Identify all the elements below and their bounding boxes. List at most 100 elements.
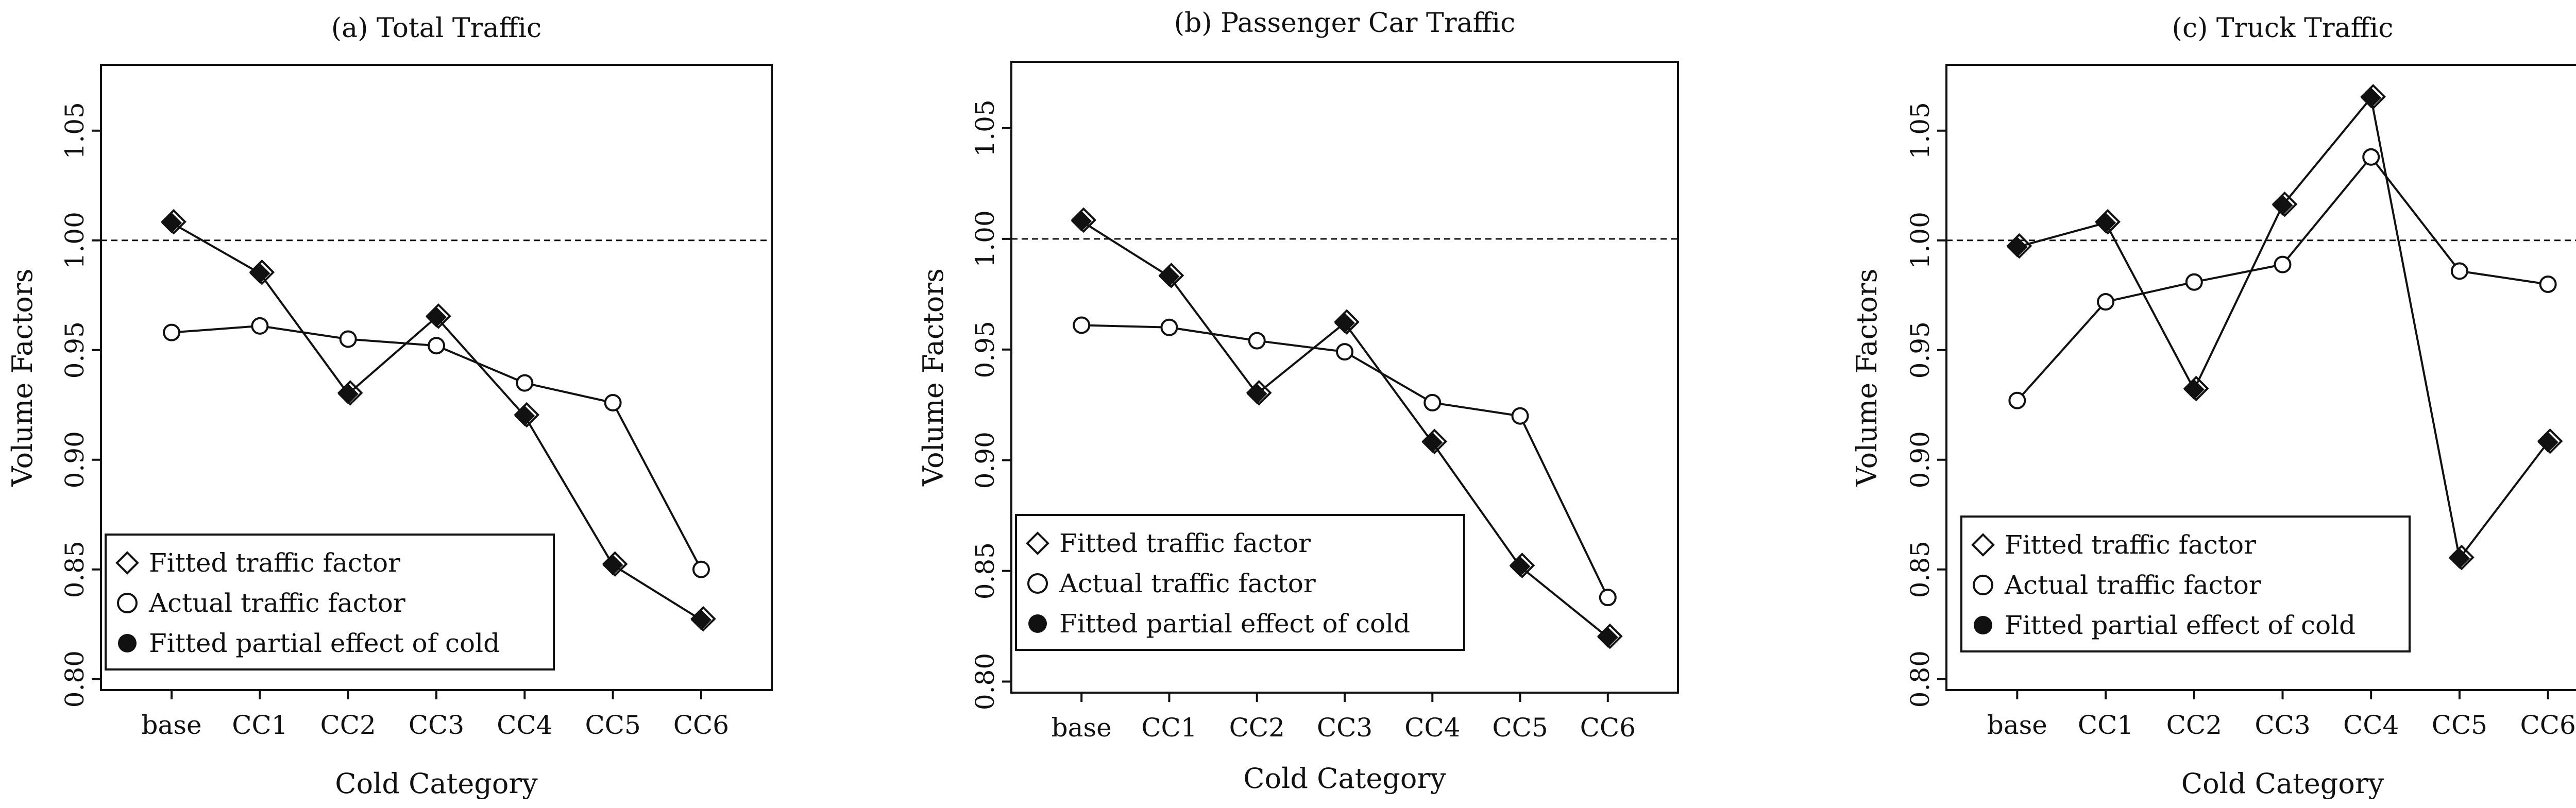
x-tick-label: CC2 [2166,710,2222,740]
legend-label: Fitted traffic factor [149,548,400,578]
x-axis-label: Cold Category [1243,762,1446,795]
y-tick-label: 0.85 [970,542,1000,599]
point-actual-cc5 [604,393,622,411]
point-actual-base [2008,391,2026,409]
x-tick-label: CC5 [2432,710,2487,740]
point-fitted-cc6 [2537,428,2563,454]
y-tick-label: 0.85 [1905,541,1935,598]
point-actual-cc4 [516,374,534,392]
point-fitted-cc1 [2095,209,2121,235]
y-tick-label: 0.90 [60,431,90,488]
y-tick-label: 0.85 [60,541,90,598]
point-actual-cc6 [1599,589,1617,607]
y-tick-label: 1.00 [60,212,90,269]
legend-box [1960,515,2411,652]
y-tick-label: 0.90 [1905,431,1935,488]
x-axis-label: Cold Category [335,767,538,800]
legend: Fitted traffic factor Actual traffic fact… [1960,515,2411,652]
legend-label: Actual traffic factor [148,588,405,618]
x-tick-label: CC2 [320,710,376,740]
chart-panel-3: (c) Truck Traffic 0.80 0.85 0.90 0.95 1.00 1.0… [1851,13,2576,800]
point-actual-cc1 [251,317,269,335]
x-tick-label: CC1 [2078,710,2133,740]
point-fitted-cc2 [1246,380,1272,406]
circle-open-icon [1027,573,1048,594]
x-tick-label: CC3 [1317,713,1372,743]
legend-box [1015,514,1465,651]
y-tick-label: 0.80 [60,650,90,708]
point-actual-base [1073,316,1091,334]
point-actual-cc4 [2362,148,2380,166]
diamond-open-icon [1026,531,1049,555]
point-actual-base [163,323,181,341]
point-actual-cc3 [2274,255,2292,273]
chart-title: (c) Truck Traffic [2172,13,2394,44]
legend: Fitted traffic factor Actual traffic fact… [1015,514,1465,651]
legend-label: Fitted traffic factor [2005,530,2256,560]
point-fitted-cc4 [514,402,540,428]
point-actual-cc2 [1248,332,1266,350]
point-actual-cc5 [1511,407,1529,425]
point-fitted-cc5 [1509,553,1535,578]
legend: Fitted traffic factor Actual traffic fact… [105,534,555,671]
x-tick-label: base [1987,710,2047,740]
y-axis-label: Volume Factors [6,269,39,487]
y-tick-label: 0.80 [1905,650,1935,708]
x-tick-label: CC4 [2343,710,2399,740]
y-axis-label: Volume Factors [1851,269,1883,487]
point-fitted-cc1 [249,259,275,285]
point-fitted-cc6 [690,606,716,632]
legend-box [105,534,555,671]
x-tick-label: base [1052,713,1112,743]
point-fitted-cc4 [1421,428,1448,455]
point-fitted-base [1071,207,1097,233]
point-fitted-cc2 [337,380,363,406]
point-actual-cc2 [2185,273,2203,291]
legend-label: Fitted partial effect of cold [149,628,500,658]
point-actual-cc3 [1336,343,1353,361]
circle-filled-icon [1974,616,1992,634]
x-axis-label: Cold Category [2181,767,2384,800]
point-fitted-cc5 [602,551,628,577]
legend-label: Actual traffic factor [1059,569,1316,598]
chart-panel-1: (a) Total Traffic 0.80 0.85 0.90 0.95 1.00 1.0… [6,13,773,800]
legend-label: Fitted traffic factor [1059,528,1311,558]
x-tick-label: CC6 [1580,713,1636,743]
x-tick-label: CC1 [1141,713,1197,743]
circle-open-icon [1973,575,1993,595]
chart-title: (b) Passenger Car Traffic [1174,8,1516,39]
point-fitted-base [161,209,187,235]
y-tick-label: 1.00 [970,210,1000,267]
circle-filled-icon [1028,614,1047,633]
x-tick-label: CC6 [673,710,729,740]
x-tick-label: CC1 [232,710,287,740]
point-fitted-cc3 [2272,191,2298,217]
y-axis-label: Volume Factors [917,268,950,487]
point-actual-cc6 [2539,275,2557,293]
y-tick-label: 1.05 [60,102,90,159]
x-tick-label: CC4 [497,710,552,740]
point-fitted-cc1 [1158,263,1184,288]
y-tick-label: 0.95 [970,321,1000,378]
y-tick-label: 0.90 [970,432,1000,489]
series-line-actual [171,324,702,570]
point-actual-cc1 [1160,318,1178,336]
x-tick-label: CC2 [1229,713,1285,743]
diamond-open-icon [115,551,139,575]
point-fitted-cc2 [2183,375,2209,402]
y-tick-label: 1.00 [1905,212,1935,269]
chart-title: (a) Total Traffic [331,13,541,44]
point-fitted-base [2006,233,2032,259]
point-actual-cc6 [692,560,710,578]
point-fitted-cc3 [1334,309,1360,335]
x-tick-label: CC5 [585,710,640,740]
y-tick-label: 0.95 [1905,321,1935,379]
point-fitted-cc5 [2449,544,2475,571]
x-tick-label: CC3 [2255,710,2310,740]
series-line-partial-effect [2016,96,2549,561]
point-actual-cc4 [1423,393,1442,411]
x-tick-label: CC3 [409,710,464,740]
diamond-open-icon [1971,533,1995,557]
